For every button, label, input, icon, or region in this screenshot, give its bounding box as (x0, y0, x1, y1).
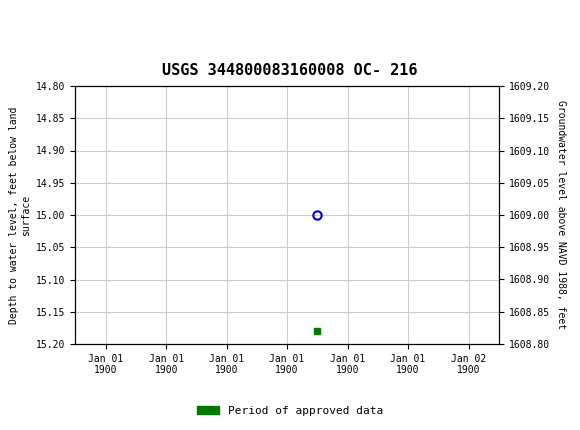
Text: USGS 344800083160008 OC- 216: USGS 344800083160008 OC- 216 (162, 64, 418, 78)
Y-axis label: Groundwater level above NAVD 1988, feet: Groundwater level above NAVD 1988, feet (556, 101, 566, 329)
Legend: Period of approved data: Period of approved data (193, 401, 387, 420)
Y-axis label: Depth to water level, feet below land
surface: Depth to water level, feet below land su… (9, 106, 31, 324)
Text: ╳USGS: ╳USGS (12, 15, 70, 37)
